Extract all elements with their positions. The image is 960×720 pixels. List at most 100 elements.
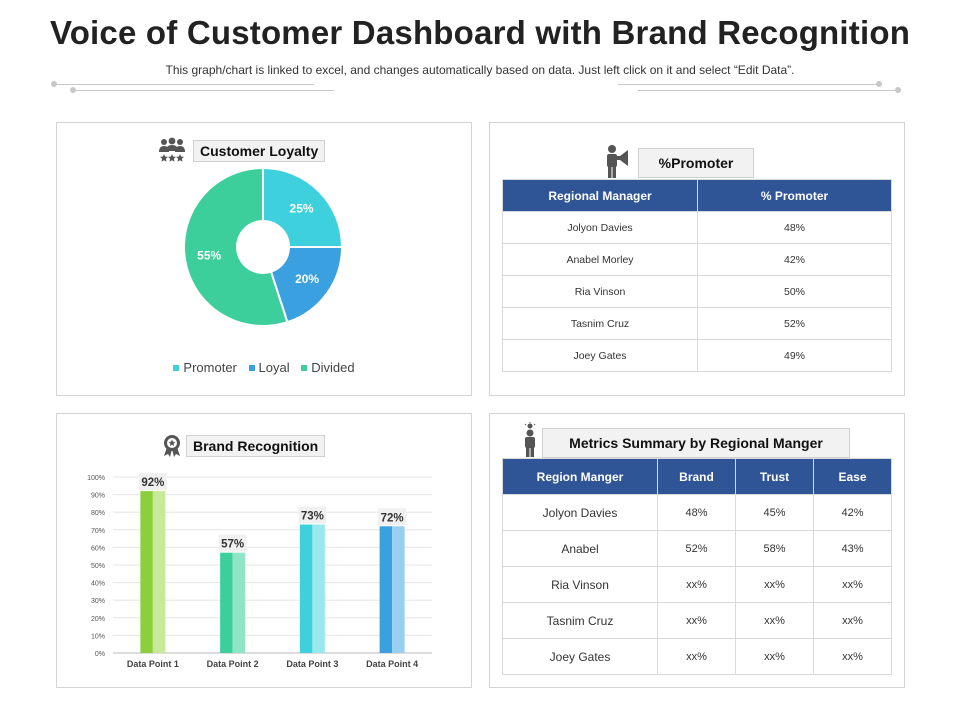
bar-data-point-4[interactable]: [379, 526, 393, 653]
column-header-promoter[interactable]: % Promoter: [697, 179, 892, 212]
table-cell: Tasnim Cruz: [502, 307, 698, 340]
data-label-background: [218, 534, 247, 552]
people-stars-icon: [158, 137, 186, 168]
table-cell: Ria Vinson: [502, 566, 658, 603]
column-header-manager[interactable]: Regional Manager: [502, 179, 698, 212]
table-row: Anabel Morley 42%: [502, 243, 892, 276]
data-label: 73%: [301, 511, 324, 523]
bar-data-point-2[interactable]: [220, 552, 233, 653]
page-subtitle: This graph/chart is linked to excel, and…: [165, 63, 795, 77]
table-cell: Anabel Morley: [502, 243, 698, 276]
metrics-summary-panel: Metrics Summary by Regional Manger Regio…: [489, 413, 905, 688]
table-cell: xx%: [735, 638, 814, 675]
table-cell: 45%: [735, 494, 814, 531]
table-cell: 48%: [657, 494, 736, 531]
data-label-background: [378, 508, 407, 526]
table-row: Jolyon Davies 48%: [502, 211, 892, 244]
promoter-heading: %Promoter: [638, 148, 754, 178]
table-cell: 52%: [657, 530, 736, 567]
divider-right-top: [618, 84, 880, 85]
table-cell: Anabel: [502, 530, 658, 567]
data-label-background: [138, 473, 167, 491]
legend-label-promoter: Promoter: [183, 360, 237, 375]
table-cell: xx%: [735, 602, 814, 639]
table-row: Anabel 52% 58% 43%: [502, 530, 892, 567]
y-tick-label: 30%: [91, 598, 105, 605]
idea-person-icon: [521, 422, 539, 463]
pie-slice-promoter[interactable]: [262, 166, 344, 248]
divider-dot: [895, 87, 901, 93]
table-cell: xx%: [813, 638, 892, 675]
table-header-row: Regional Manager % Promoter: [502, 179, 892, 212]
metrics-summary-heading: Metrics Summary by Regional Manger: [542, 428, 850, 458]
pie-label-promoter: 25%: [290, 201, 314, 215]
table-cell: 42%: [697, 243, 892, 276]
divider-dot: [70, 87, 76, 93]
table-cell: 43%: [813, 530, 892, 567]
table-cell: Joey Gates: [502, 339, 698, 372]
brand-recognition-bar-chart[interactable]: 0% 10% 20% 30% 40% 50% 60% 70% 80% 90% 100% 92% Data…: [57, 414, 471, 687]
data-label: 57%: [221, 539, 244, 551]
table-cell: 48%: [697, 211, 892, 244]
table-cell: xx%: [657, 566, 736, 603]
legend-item-promoter: Promoter: [173, 360, 237, 375]
y-tick-label: 60%: [91, 545, 105, 552]
bar-highlight-data-point-1[interactable]: [152, 491, 166, 653]
pie-slice-loyal[interactable]: [269, 246, 344, 324]
column-header-trust[interactable]: Trust: [735, 458, 814, 495]
legend-label-loyal: Loyal: [258, 360, 290, 375]
divider-dot: [876, 81, 882, 87]
column-header-brand[interactable]: Brand: [657, 458, 736, 495]
legend-swatch-promoter: [173, 364, 180, 371]
megaphone-person-icon: [604, 144, 632, 185]
y-tick-label: 10%: [91, 633, 105, 640]
customer-loyalty-heading: Customer Loyalty: [193, 140, 326, 162]
legend-item-loyal: Loyal: [248, 360, 290, 375]
bar-highlight-data-point-3[interactable]: [312, 524, 325, 653]
x-tick-label: Data Point 1: [127, 659, 179, 669]
divider-dot: [51, 81, 57, 87]
y-tick-label: 40%: [91, 581, 105, 588]
data-label: 92%: [141, 477, 164, 489]
table-row: Joey Gates xx% xx% xx%: [502, 638, 892, 675]
table-row: Tasnim Cruz xx% xx% xx%: [502, 602, 892, 639]
table-cell: 50%: [697, 275, 892, 308]
table-cell: xx%: [813, 602, 892, 639]
page-title: Voice of Customer Dashboard with Brand R…: [49, 14, 911, 51]
y-tick-label: 20%: [91, 616, 105, 623]
table-cell: 42%: [813, 494, 892, 531]
table-row: Tasnim Cruz 52%: [502, 307, 892, 340]
table-row: Joey Gates 49%: [502, 339, 892, 372]
column-header-ease[interactable]: Ease: [813, 458, 892, 495]
y-tick-label: 50%: [91, 563, 105, 570]
bar-highlight-data-point-4[interactable]: [392, 526, 405, 653]
metrics-summary-table: Region Manger Brand Trust Ease Jolyon Da…: [502, 458, 892, 675]
customer-loyalty-panel: Customer Loyalty 25% 20% 55% Promoter Loya…: [56, 122, 472, 396]
bar-data-point-1[interactable]: [140, 491, 153, 653]
y-tick-label: 80%: [91, 510, 105, 517]
bar-highlight-data-point-2[interactable]: [232, 552, 246, 653]
pie-label-loyal: 20%: [295, 272, 319, 286]
column-header-region-manger[interactable]: Region Manger: [502, 458, 658, 495]
table-row: Jolyon Davies 48% 45% 42%: [502, 494, 892, 531]
x-tick-label: Data Point 4: [366, 659, 418, 669]
bar-data-point-3[interactable]: [299, 524, 313, 653]
pie-slice-divided[interactable]: [183, 166, 289, 327]
loyalty-legend: Promoter Loyal Divided: [57, 360, 471, 375]
table-header-row: Region Manger Brand Trust Ease: [502, 458, 892, 495]
legend-swatch-divided: [301, 364, 308, 371]
y-tick-label: 100%: [87, 475, 105, 482]
divider-left-bottom: [72, 90, 334, 91]
promoter-table: Regional Manager % Promoter Jolyon Davie…: [502, 179, 892, 372]
data-label-background: [298, 506, 327, 524]
table-cell: 52%: [697, 307, 892, 340]
legend-swatch-loyal: [248, 364, 255, 371]
table-cell: xx%: [657, 638, 736, 675]
table-cell: 49%: [697, 339, 892, 372]
x-tick-label: Data Point 2: [207, 659, 259, 669]
loyalty-pie-chart[interactable]: 25% 20% 55%: [57, 123, 471, 353]
table-cell: xx%: [813, 566, 892, 603]
table-cell: xx%: [657, 602, 736, 639]
x-tick-label: Data Point 3: [286, 659, 338, 669]
legend-label-divided: Divided: [311, 360, 355, 375]
